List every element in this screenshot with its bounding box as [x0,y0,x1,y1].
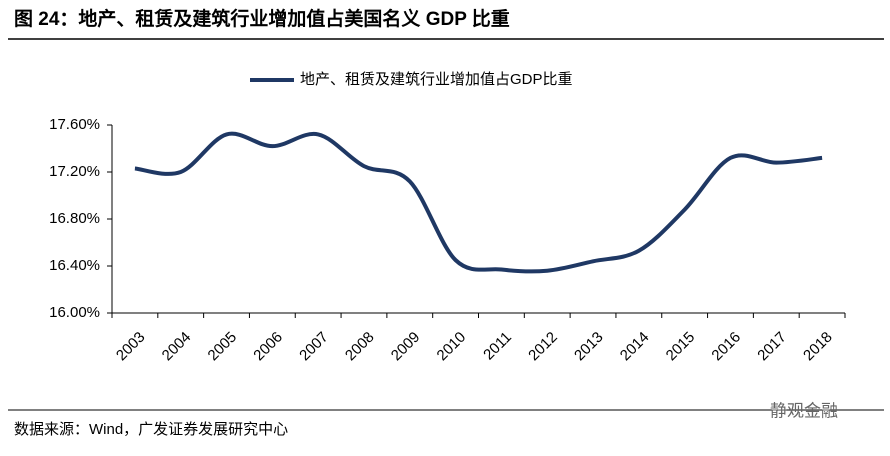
x-tick-label: 2006 [250,329,286,365]
x-tick-label: 2010 [434,329,470,365]
y-tick-label: 16.40% [49,257,100,274]
x-tick-label: 2015 [663,329,699,365]
x-tick-label: 2005 [205,329,241,365]
x-tick-label: 2004 [159,329,195,365]
source: 数据来源：Wind，广发证券发展研究中心 [14,421,288,438]
figure-title: 图 24：地产、租赁及建筑行业增加值占美国名义 GDP 比重 [14,7,510,30]
x-tick-label: 2013 [571,329,607,365]
y-tick-label: 16.80% [49,210,100,227]
x-tick-label: 2012 [525,329,561,365]
x-tick-label: 2011 [480,329,515,364]
x-tick-label: 2009 [388,329,424,365]
legend-label: 地产、租赁及建筑行业增加值占GDP比重 [300,71,573,88]
y-tick-label: 16.00% [49,304,100,321]
x-tick-label: 2016 [708,329,744,365]
series-line [134,131,823,274]
x-tick-label: 2008 [342,329,378,365]
x-tick-label: 2018 [800,329,836,365]
x-tick-label: 2014 [617,329,653,365]
watermark: 静观金融 [770,401,838,420]
y-tick-label: 17.20% [49,163,100,180]
y-tick-label: 17.60% [49,116,100,133]
x-tick-label: 2007 [296,329,332,365]
x-tick-label: 2003 [113,329,149,365]
x-tick-label: 2017 [754,329,790,365]
